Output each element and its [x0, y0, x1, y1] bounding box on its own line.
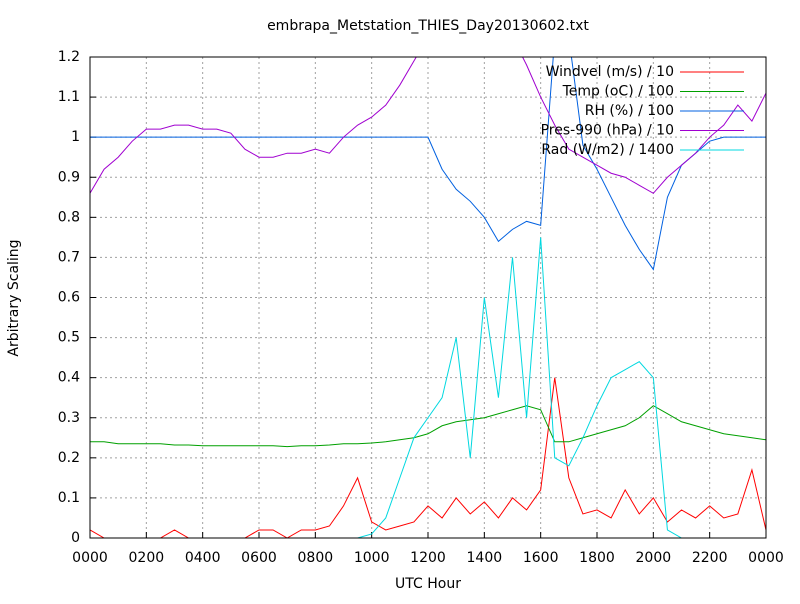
x-tick-label: 1400 — [467, 550, 503, 566]
legend-label: Rad (W/m2) / 1400 — [541, 142, 674, 158]
x-tick-label: 0600 — [241, 550, 277, 566]
x-tick-label: 2000 — [636, 550, 672, 566]
x-tick-label: 0000 — [748, 550, 784, 566]
y-tick-label: 1 — [71, 129, 80, 145]
x-tick-label: 1600 — [523, 550, 559, 566]
x-tick-label: 2200 — [692, 550, 728, 566]
legend-label: Temp (oC) / 100 — [562, 84, 674, 100]
legend: Windvel (m/s) / 10 Temp (oC) / 100 RH (%) … — [541, 64, 744, 158]
y-tick-label: 0.7 — [58, 249, 80, 265]
y-tick-label: 1.2 — [58, 49, 80, 65]
x-tick-label: 1800 — [579, 550, 615, 566]
y-tick-label: 0.3 — [58, 410, 80, 426]
legend-label: Pres-990 (hPa) / 10 — [541, 123, 674, 139]
x-tick-label: 1000 — [354, 550, 390, 566]
chart-title: embrapa_Metstation_THIES_Day20130602.txt — [267, 18, 589, 34]
legend-label: RH (%) / 100 — [585, 103, 674, 119]
y-tick-label: 0.8 — [58, 209, 80, 225]
y-tick-label: 0.1 — [58, 490, 80, 506]
y-tick-label: 0.6 — [58, 290, 80, 306]
x-tick-label: 1200 — [410, 550, 446, 566]
y-axis-label: Arbitrary Scaling — [6, 239, 22, 356]
data-line — [90, 237, 766, 538]
plot-area — [90, 57, 766, 538]
y-tick-label: 0.5 — [58, 330, 80, 346]
x-axis-label: UTC Hour — [395, 576, 461, 592]
x-tick-label: 0400 — [185, 550, 221, 566]
y-tick-label: 1.1 — [58, 89, 80, 105]
data-line — [90, 57, 766, 271]
x-tick-label: 0200 — [129, 550, 165, 566]
y-tick-label: 0.9 — [58, 169, 80, 185]
x-tick-label: 0000 — [72, 550, 108, 566]
y-tick-label: 0.2 — [58, 450, 80, 466]
x-tick-label: 0800 — [298, 550, 334, 566]
legend-label: Windvel (m/s) / 10 — [546, 64, 674, 80]
y-tick-label: 0.4 — [58, 370, 80, 386]
data-line — [90, 57, 766, 194]
data-line — [90, 377, 766, 538]
y-tick-label: 0 — [71, 530, 80, 546]
data-line — [90, 405, 766, 448]
plot-frame — [89, 56, 767, 539]
